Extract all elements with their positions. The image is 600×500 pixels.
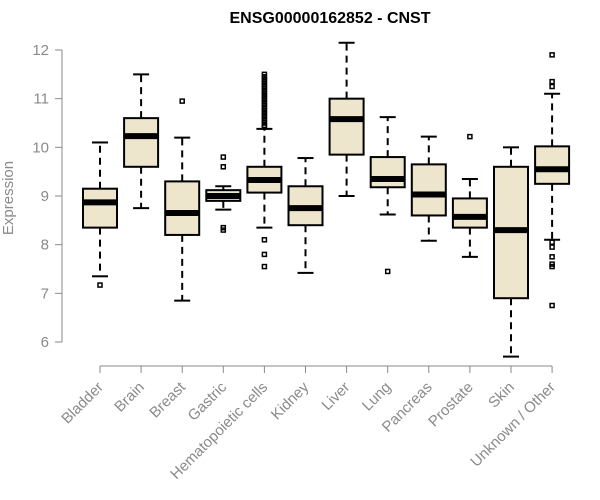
box-unknown-other (534, 52, 571, 309)
y-tick-label: 10 (32, 139, 49, 156)
y-axis-label: Expression (0, 161, 17, 235)
outlier-point (549, 302, 555, 309)
iqr-box (410, 163, 447, 217)
outlier-point (261, 124, 268, 130)
outlier-point (384, 268, 391, 275)
y-tick-label: 8 (41, 237, 49, 254)
x-tick-label: Skin (485, 379, 518, 412)
box-pancreas (410, 135, 447, 242)
x-tick-label: Breast (146, 378, 189, 421)
chart-title: ENSG00000162852 - CNST (230, 10, 431, 27)
box-brain (123, 73, 160, 210)
box-liver (328, 41, 365, 197)
x-tick-label: Bladder (58, 379, 107, 428)
box-breast (164, 98, 201, 302)
outlier-point (549, 263, 555, 270)
y-tick-label: 6 (41, 334, 49, 351)
x-tick-label: Prostate (425, 379, 477, 431)
box-lung (369, 116, 406, 275)
outlier-point (220, 154, 227, 160)
y-tick-label: 7 (41, 285, 49, 302)
outlier-point (220, 164, 227, 170)
box-series (82, 41, 571, 358)
outlier-point (549, 78, 555, 85)
iqr-box (451, 197, 488, 229)
x-tick-label: Kidney (268, 378, 313, 423)
iqr-box (82, 187, 118, 229)
outlier-point (261, 237, 268, 243)
iqr-box (534, 145, 571, 185)
y-axis: 6 7 8 9 10 11 12 (32, 42, 63, 351)
outlier-point (261, 251, 268, 258)
outlier-point (549, 254, 555, 260)
box-kidney (287, 157, 324, 274)
outlier-point (549, 244, 555, 250)
outlier-point (179, 98, 185, 104)
outlier-point (549, 83, 555, 90)
box-skin (493, 146, 529, 358)
y-tick-label: 12 (32, 42, 49, 59)
box-prostate (451, 133, 488, 258)
outlier-point (97, 282, 103, 288)
outlier-point (549, 52, 555, 58)
y-tick-label: 9 (41, 188, 49, 205)
outlier-point (261, 263, 268, 270)
iqr-box (123, 117, 160, 168)
box-hematopoietic-cells (246, 71, 283, 270)
outlier-point (220, 227, 227, 233)
box-gastric (205, 154, 242, 233)
y-tick-label: 11 (33, 91, 49, 108)
iqr-box (369, 156, 406, 189)
x-tick-label: Liver (318, 379, 353, 414)
box-bladder (82, 141, 118, 288)
x-tick-label: Brain (111, 379, 148, 416)
iqr-box (164, 180, 201, 236)
outlier-point (467, 133, 473, 140)
outlier-point (549, 239, 555, 245)
x-tick-label: Lung (359, 379, 395, 415)
iqr-box (328, 97, 365, 156)
